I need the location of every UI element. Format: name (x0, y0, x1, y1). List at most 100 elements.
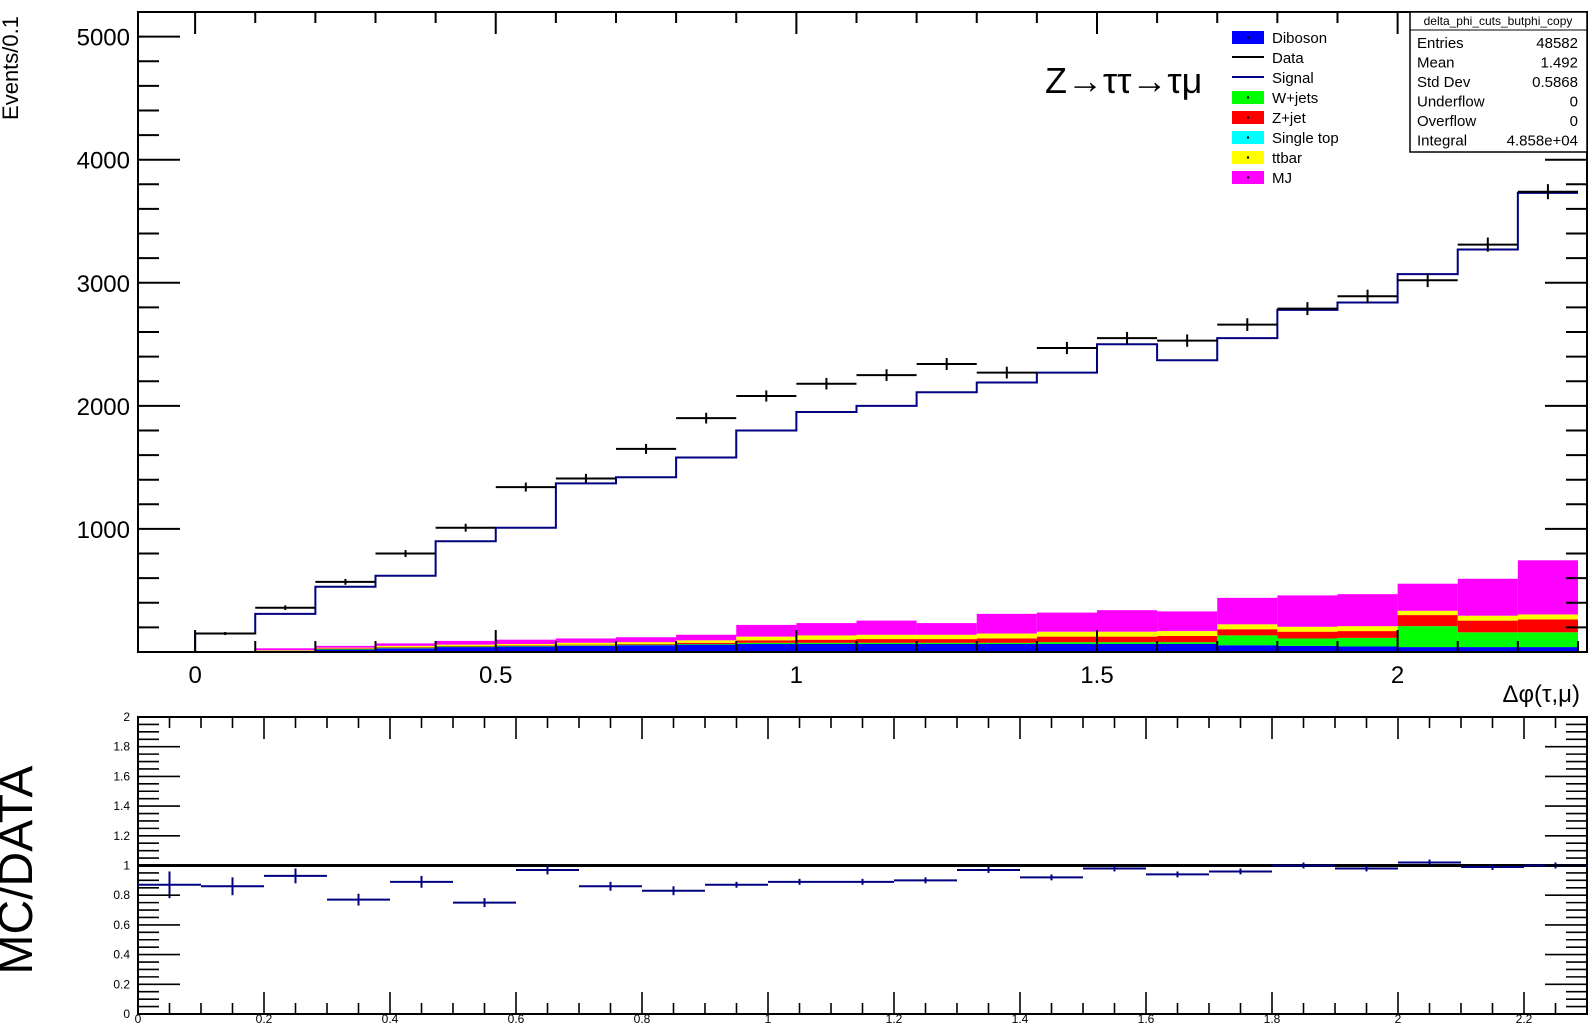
ratio-y-tick-label: 0.6 (113, 918, 130, 932)
stack-bar-mj-9 (736, 624, 797, 637)
data-point-7 (615, 443, 677, 454)
data-point-10 (796, 377, 857, 390)
stack-bar-ttbar-5 (495, 644, 556, 646)
data-point-1 (255, 605, 316, 611)
data-point-12 (916, 358, 977, 370)
legend-label: Z+jet (1272, 110, 1307, 127)
stack-bar-ttbar-12 (916, 634, 977, 640)
stack-bar-mj-8 (676, 634, 737, 641)
main-x-tick-label: 0 (188, 662, 201, 689)
stack-bar-w-jets-6 (555, 645, 616, 646)
stats-label: Underflow (1417, 94, 1485, 111)
stack-bar-z-jet-10 (796, 639, 857, 643)
stack-bar-ttbar-9 (736, 636, 797, 641)
stack-bar-w-jets-15 (1096, 642, 1158, 644)
ratio-pad: 0 0.2 0.4 0.6 0.8 1 1.2 1.4 1.6 1.8 2 0 0.2 0.4 0.6 0.… (0, 710, 1588, 1024)
stack-bar-diboson-3 (375, 648, 436, 652)
ratio-point-16 (1146, 871, 1209, 878)
legend-label: Single top (1272, 130, 1339, 147)
stats-box-frame (1409, 11, 1588, 153)
stack-bar-ttbar-11 (856, 634, 917, 640)
stack-bar-w-jets-18 (1277, 638, 1338, 646)
stack-bar-diboson-8 (676, 644, 737, 652)
ratio-x-tick-label: 0.6 (508, 1012, 525, 1024)
stack-bar-mj-11 (856, 620, 917, 635)
stack-bar-ttbar-10 (796, 635, 857, 640)
ratio-point-10 (768, 878, 831, 885)
legend-label: Data (1272, 50, 1304, 67)
stack-bar-ttbar-18 (1277, 626, 1338, 632)
main-x-axis-title: Δφ(τ,μ) (1502, 681, 1580, 708)
ratio-point-17 (1209, 868, 1272, 875)
stats-value: 48582 (1536, 35, 1578, 52)
ratio-x-tick-label: 1.8 (1264, 1012, 1281, 1024)
stack-bar-z-jet-9 (736, 640, 797, 643)
ratio-point-19 (1335, 865, 1398, 872)
stack-bar-mj-6 (555, 638, 616, 643)
stack-bar-ttbar-6 (555, 642, 616, 645)
legend-entry-diboson: Diboson (1232, 30, 1327, 47)
legend-label: MJ (1272, 170, 1292, 187)
legend-entry-ttbar: ttbar (1232, 150, 1302, 167)
stats-value: 1.492 (1540, 55, 1578, 72)
main-x-tick-label: 1.5 (1080, 662, 1113, 689)
ratio-x-tick-label: 0.8 (634, 1012, 651, 1024)
stack-bar-w-jets-17 (1217, 635, 1278, 646)
ratio-y-tick-label: 2 (123, 710, 130, 724)
legend-entry-w-jets: W+jets (1232, 90, 1318, 107)
data-point-4 (435, 523, 496, 532)
stack-bar-z-jet-20 (1397, 615, 1458, 627)
stats-value: 0 (1570, 113, 1578, 130)
stack-bar-z-jet-3 (375, 647, 436, 648)
stack-bar-z-jet-21 (1457, 620, 1518, 633)
ratio-point-3 (327, 893, 390, 906)
main-x-axis: 0 0.5 1 1.5 2 (188, 12, 1579, 689)
ratio-point-6 (516, 865, 579, 875)
ratio-points (138, 859, 1587, 908)
legend-label: ttbar (1272, 150, 1302, 167)
stack-bar-mj-5 (495, 639, 556, 644)
stack-bar-diboson-6 (555, 645, 616, 652)
ratio-y-axis-title: MC/DATA (0, 766, 43, 975)
stack-bar-diboson-7 (615, 645, 677, 652)
stacked-backgrounds (255, 560, 1578, 652)
stack-bar-z-jet-16 (1157, 636, 1218, 643)
ratio-x-tick-label: 0.2 (256, 1012, 273, 1024)
stack-bar-z-jet-2 (315, 648, 376, 649)
process-annotation: Z→ττ→τμ (1045, 60, 1202, 101)
ratio-x-tick-label: 2 (1395, 1012, 1402, 1024)
stack-bar-w-jets-3 (375, 647, 436, 649)
data-point-19 (1337, 289, 1398, 303)
data-point-16 (1157, 334, 1218, 347)
ratio-x-tick-label: 1.6 (1138, 1012, 1155, 1024)
stack-bar-ttbar-20 (1397, 610, 1458, 616)
legend: Diboson Data Signal W+jets Z+jet Single top tt… (1232, 30, 1339, 187)
stack-bar-ttbar-19 (1337, 626, 1398, 632)
ratio-point-7 (579, 881, 642, 891)
stack-bar-z-jet-13 (976, 638, 1037, 643)
ratio-point-15 (1083, 865, 1146, 872)
signal-step-line (194, 191, 1578, 652)
main-x-tick-label: 0.5 (479, 662, 512, 689)
stack-bar-ttbar-21 (1457, 615, 1518, 621)
stack-bar-w-jets-7 (615, 644, 677, 646)
data-point-9 (736, 390, 797, 402)
stack-bar-mj-1 (255, 648, 316, 651)
stack-bar-w-jets-5 (495, 645, 556, 647)
stack-bar-mj-19 (1337, 594, 1398, 627)
stack-bar-diboson-15 (1096, 644, 1158, 652)
stack-bar-z-jet-15 (1096, 636, 1158, 643)
stack-bar-ttbar-14 (1036, 631, 1097, 637)
stack-bar-mj-3 (375, 643, 436, 646)
legend-entry-single-top: Single top (1232, 130, 1339, 147)
stack-bar-ttbar-17 (1217, 624, 1278, 630)
stack-bar-z-jet-12 (916, 639, 977, 643)
stack-bar-w-jets-16 (1157, 642, 1218, 644)
ratio-point-18 (1272, 862, 1335, 869)
stats-rows: Entries 48582 Mean 1.492 Std Dev 0.5868 Underf… (1417, 35, 1578, 150)
legend-marker (1246, 116, 1250, 119)
stack-bar-diboson-20 (1397, 647, 1458, 652)
stack-bar-mj-7 (615, 637, 677, 643)
stack-bar-diboson-2 (315, 649, 376, 652)
